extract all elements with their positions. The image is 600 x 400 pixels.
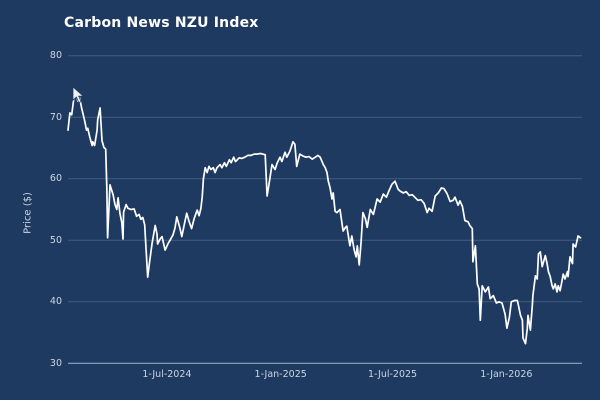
x-tick-label: 1-Jul-2024: [142, 369, 192, 380]
y-axis-label: Price ($): [22, 192, 34, 234]
x-tick-label: 1-Jan-2026: [480, 369, 533, 380]
y-tick-label: 40: [49, 296, 62, 308]
y-tick-label: 60: [49, 173, 62, 185]
mouse-cursor-icon: [72, 86, 85, 104]
x-tick-label: 1-Jul-2025: [368, 369, 418, 380]
price-line-series: [67, 89, 582, 345]
y-tick-label: 70: [49, 111, 62, 123]
y-tick-label: 30: [49, 357, 62, 369]
y-tick-label: 50: [49, 234, 62, 246]
y-tick-label: 80: [49, 50, 62, 62]
chart-title: Carbon News NZU Index: [64, 15, 259, 31]
x-tick-label: 1-Jan-2025: [254, 369, 307, 380]
